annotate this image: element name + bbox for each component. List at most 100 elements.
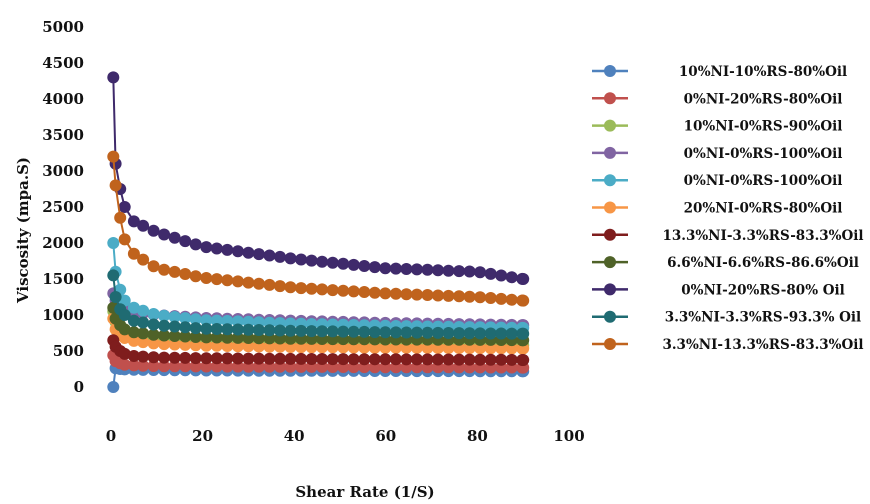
legend-label: 0%NI-0%RS-100%Oil [684,146,843,162]
data-point [432,289,444,302]
data-point [337,257,350,270]
y-axis-title: Viscosity (mpa.S) [14,157,32,304]
data-point [189,238,202,251]
data-point [242,332,255,344]
data-point [137,336,150,349]
y-tick-label: 500 [53,342,84,360]
data-point [421,341,434,354]
data-point [305,254,318,267]
data-point [137,359,150,372]
data-point [210,339,223,352]
data-point [474,327,487,340]
data-point [358,260,371,272]
data-point [400,326,413,339]
data-point [200,331,213,344]
data-point [347,341,360,354]
data-point [347,325,360,338]
data-point [295,341,308,354]
data-point [453,353,466,366]
x-axis-title: Shear Rate (1/S) [295,483,434,501]
data-point [316,255,329,268]
legend-label: 10%NI-10%RS-80%Oil [679,64,847,80]
y-tick-label: 1000 [42,306,84,324]
x-tick-label: 100 [553,427,584,445]
data-point [109,291,122,303]
data-point [189,360,202,373]
data-point [168,338,181,351]
y-tick-label: 1500 [42,270,84,288]
data-point [368,326,381,339]
data-point [368,286,381,299]
data-point [274,324,286,337]
data-point [432,326,444,339]
data-point [221,360,234,373]
data-point [252,324,265,336]
data-point [442,327,455,339]
data-point [210,273,223,286]
data-point [495,353,508,366]
data-point [179,351,192,364]
data-point [200,314,213,327]
data-point [118,332,131,344]
legend-label: 0%NI-20%RS-80%Oil [684,91,843,107]
data-point [505,342,518,355]
data-point [432,353,444,366]
data-point [495,269,508,282]
data-point [221,331,234,344]
data-point [421,326,434,339]
data-point [358,341,371,354]
data-point [147,260,160,273]
data-point [231,323,244,336]
data-point [517,327,530,340]
data-point [168,320,181,333]
data-point [400,263,413,275]
data-point [200,352,213,365]
legend-item: 3.3%NI-3.3%RS-93.3% Oil [592,310,861,326]
data-point [118,323,131,336]
data-point [463,265,476,278]
data-point [107,71,120,84]
legend-marker [604,256,616,269]
legend-label: 3.3%NI-13.3%RS-83.3%Oil [662,337,863,353]
legend: 10%NI-10%RS-80%Oil 0%NI-20%RS-80%Oil 10%NI… [592,64,864,353]
data-point [127,247,140,260]
data-point [495,292,508,305]
data-point [316,283,329,296]
data-point [189,352,202,365]
data-point [284,281,297,294]
series-11 [107,150,530,307]
x-axis-ticks: 0 20 40 60 80 100 [106,427,585,445]
data-point [242,352,255,365]
data-point [109,179,122,192]
data-point [168,265,181,278]
data-point [127,359,140,372]
y-tick-label: 2000 [42,234,84,252]
legend-marker [604,174,616,187]
series-6 [107,312,530,355]
data-point [295,282,308,295]
data-point [410,341,423,354]
data-point [118,347,131,360]
legend-item: 3.3%NI-13.3%RS-83.3%Oil [592,337,864,353]
data-point [347,353,360,366]
data-point [200,339,213,352]
data-point [210,352,223,365]
data-point [347,285,360,298]
data-point [389,287,402,300]
data-point [210,331,223,344]
data-point [453,327,466,340]
data-point [358,325,371,338]
data-point [118,233,131,246]
data-point [179,235,192,248]
data-point [495,342,508,355]
series-7 [107,334,530,366]
data-point [127,215,140,228]
legend-marker [604,65,616,77]
data-point [158,263,171,276]
data-point [389,341,402,354]
data-point [421,263,434,276]
data-point [284,324,297,337]
data-point [484,342,497,355]
data-point [463,290,476,303]
